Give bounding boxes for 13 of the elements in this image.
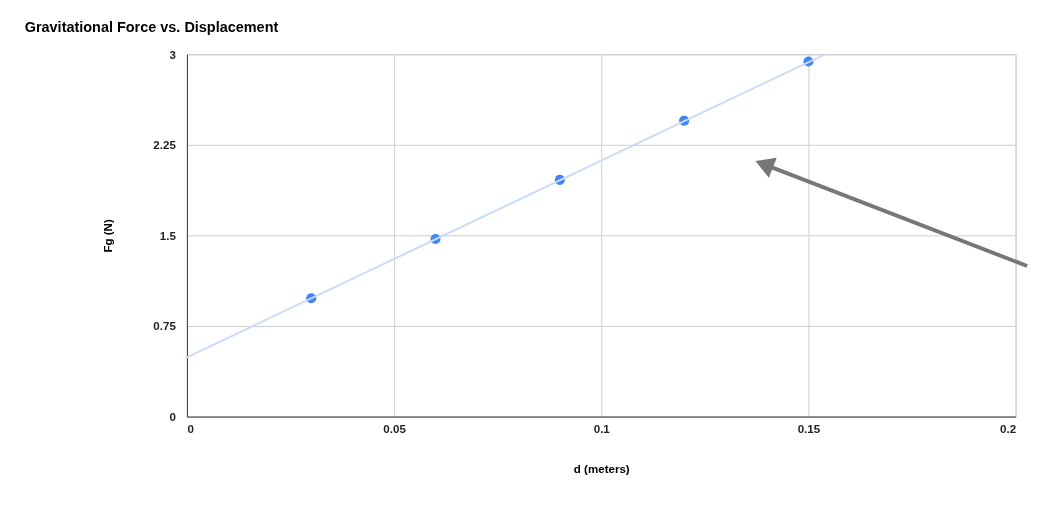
x-tick-label: 0.1: [593, 423, 611, 436]
x-tick-label: 0.05: [383, 423, 407, 436]
y-tick-label: 0.75: [153, 320, 177, 333]
chart-title: Gravitational Force vs. Displacement: [24, 19, 279, 36]
y-axis-title: Fg (N): [101, 219, 114, 253]
y-tick-label: 2.25: [153, 139, 177, 152]
x-axis-title: d (meters): [573, 462, 630, 475]
x-tick-label: 0: [187, 423, 194, 436]
x-tick-label: 0.15: [797, 423, 821, 436]
y-tick-label: 3: [169, 48, 176, 61]
y-tick-label: 0: [169, 410, 176, 423]
x-tick-label: 0.2: [1000, 423, 1017, 436]
y-tick-label: 1.5: [159, 229, 177, 242]
